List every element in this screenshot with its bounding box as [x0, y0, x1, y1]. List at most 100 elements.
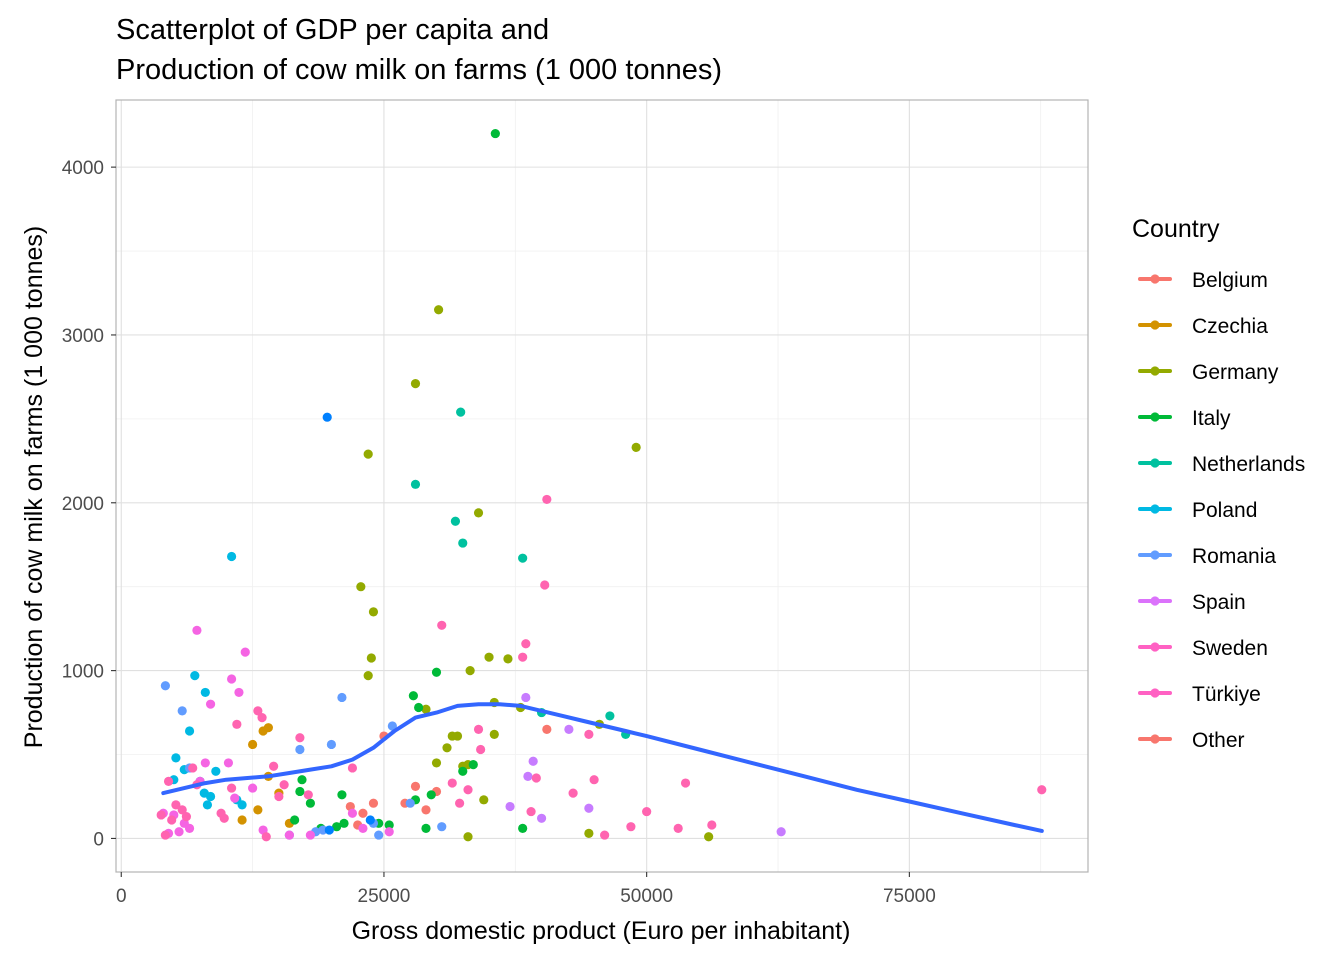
plot-panel: [115, 99, 1089, 873]
point-czechia: [263, 723, 273, 733]
point-sweden: [505, 801, 515, 812]
point-t-rkiye: [223, 758, 234, 768]
point-italy: [408, 691, 418, 701]
point-romania: [160, 681, 170, 691]
point-germany: [431, 758, 442, 768]
point-t-rkiye: [305, 830, 315, 840]
point-germany: [484, 652, 494, 662]
point-germany: [356, 582, 366, 592]
legend-label: Romania: [1192, 545, 1276, 568]
legend-item-belgium: Belgium: [1138, 269, 1268, 292]
point-other: [253, 706, 263, 716]
legend-label: Türkiye: [1192, 683, 1261, 706]
point-italy: [518, 823, 528, 833]
legend-item-romania: Romania: [1138, 545, 1276, 568]
legend-label: Netherlands: [1192, 453, 1305, 476]
point-other: [257, 713, 267, 723]
point-other: [518, 652, 528, 662]
y-tick-label: 2000: [62, 494, 104, 515]
point-other: [181, 812, 192, 822]
legend-item-t-rkiye: Türkiye: [1138, 683, 1261, 706]
point-other: [680, 778, 691, 788]
legend-key-point: [1150, 412, 1160, 422]
point-romania: [387, 721, 397, 731]
point-other: [269, 761, 279, 771]
point-italy: [421, 823, 431, 833]
x-tick-label: 0: [116, 886, 127, 907]
plot-background: [116, 100, 1088, 872]
legend-key-point: [1150, 320, 1160, 330]
point-other: [171, 800, 181, 810]
point-t-rkiye: [248, 783, 258, 793]
legend-item-poland: Poland: [1138, 499, 1257, 522]
point-germany: [631, 442, 641, 452]
point-germany: [447, 731, 457, 741]
point-sweden: [564, 724, 574, 734]
legend-key-point: [1150, 734, 1160, 744]
point-other: [347, 763, 358, 773]
point-romania: [326, 739, 337, 750]
point-italy: [339, 818, 349, 828]
point-italy: [337, 790, 347, 800]
point-other: [274, 791, 284, 802]
point-other: [540, 580, 550, 590]
point-germany: [465, 666, 475, 676]
x-axis-title: Gross domestic product (Euro per inhabit…: [352, 917, 851, 945]
point-sweden: [528, 756, 538, 766]
legend-label: Czechia: [1192, 315, 1268, 338]
y-axis-ticks: 0 1000 2000 3000 4000: [62, 158, 116, 850]
point-germany: [363, 449, 373, 459]
point-italy: [295, 786, 305, 797]
point-other: [707, 820, 717, 830]
point-italy: [414, 702, 424, 713]
point-germany: [584, 828, 594, 839]
point-other: [526, 806, 536, 817]
point-romania: [318, 825, 328, 835]
point-poland: [211, 766, 221, 776]
point-romania: [374, 830, 384, 840]
point-czechia: [237, 815, 247, 825]
point-sweden: [776, 827, 786, 837]
point-other: [303, 790, 313, 800]
point-poland: [190, 671, 200, 681]
point-poland: [199, 788, 209, 798]
point-other: [531, 773, 541, 783]
point-other: [232, 719, 242, 729]
point-germany: [433, 305, 444, 315]
point-romania: [437, 822, 447, 832]
point-sweden: [584, 803, 594, 813]
point-other: [437, 620, 447, 630]
point-other: [295, 733, 305, 743]
point-t-rkiye: [205, 699, 216, 709]
point-italy: [490, 128, 500, 139]
point-poland: [184, 726, 195, 736]
point-other: [600, 830, 610, 840]
point-other: [673, 823, 683, 833]
point-other: [188, 763, 198, 773]
point-poland: [171, 753, 181, 763]
y-axis-title: Production of cow milk on farms (1 000 t…: [20, 226, 48, 748]
legend-label: Sweden: [1192, 637, 1268, 660]
point-poland: [202, 800, 213, 810]
point-t-rkiye: [174, 827, 184, 837]
point-other: [626, 822, 636, 832]
point-italy: [426, 790, 436, 800]
point-poland: [200, 687, 210, 698]
x-tick-label: 25000: [358, 886, 411, 907]
point-t-rkiye: [226, 674, 237, 684]
point-italy: [384, 820, 394, 830]
legend-entries: Belgium Czechia Germany Italy Netherlands Pol…: [1138, 269, 1305, 752]
legend-key-point: [1150, 550, 1160, 560]
legend-label: Spain: [1192, 591, 1246, 614]
legend-label: Belgium: [1192, 269, 1268, 292]
point-italy: [305, 798, 315, 808]
point-netherlands: [458, 538, 468, 548]
point-other: [455, 798, 465, 808]
point-netherlands: [410, 479, 421, 489]
point-romania: [337, 692, 347, 703]
legend-item-spain: Spain: [1138, 591, 1246, 614]
point-germany: [410, 379, 421, 389]
legend-label: Germany: [1192, 361, 1279, 384]
point-other: [584, 729, 594, 739]
